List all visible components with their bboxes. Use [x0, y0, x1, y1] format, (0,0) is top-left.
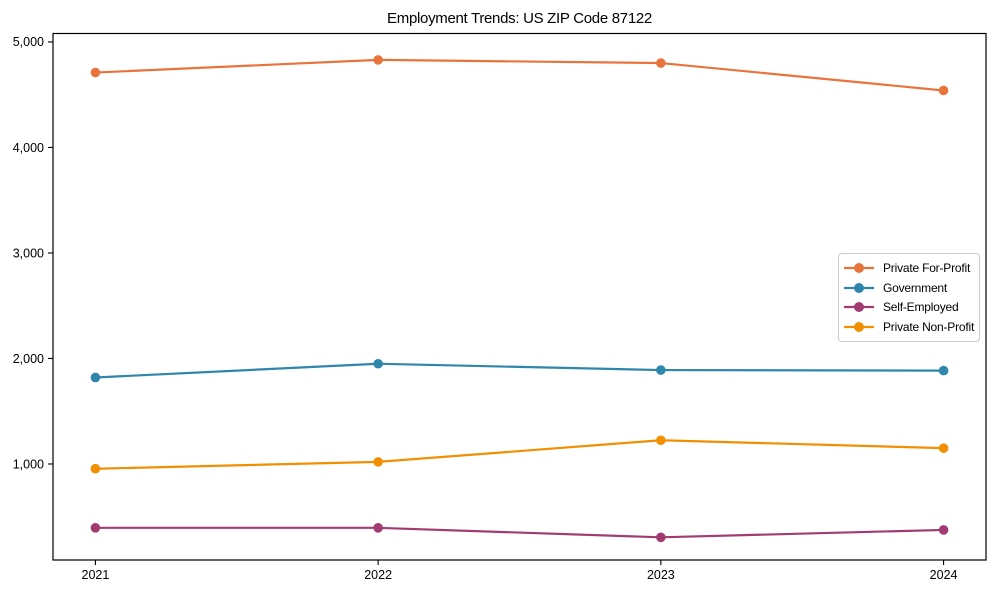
x-axis-tick-label: 2022 — [364, 568, 392, 582]
y-axis-tick-label: 2,000 — [13, 352, 44, 366]
data-point-self-employed — [90, 523, 101, 533]
data-point-private-non-profit — [373, 457, 383, 467]
line-marker-icon — [844, 322, 874, 333]
chart-legend: Private For-Profit Government Self-Emplo… — [838, 253, 980, 342]
x-axis-tick-label: 2023 — [647, 568, 675, 582]
data-point-private-for-profit — [90, 67, 101, 78]
y-axis-tick-label: 4,000 — [13, 141, 44, 155]
series-line-government — [94, 362, 945, 379]
plot-border — [52, 32, 987, 561]
data-point-government — [656, 365, 666, 375]
legend-entry-government: Government — [843, 278, 974, 298]
data-point-government — [373, 358, 383, 369]
legend-entry-private-non-profit: Private Non-Profit — [843, 317, 974, 337]
data-point-self-employed — [656, 532, 666, 543]
y-axis-tick-label: 1,000 — [13, 457, 44, 471]
legend-label: Private Non-Profit — [883, 320, 975, 335]
legend-label: Private For-Profit — [883, 260, 971, 275]
x-axis-tick-label: 2024 — [930, 568, 958, 582]
data-point-self-employed — [373, 523, 383, 533]
x-axis-tick-label: 2021 — [82, 568, 110, 582]
data-point-self-employed — [938, 525, 949, 535]
y-axis-tick-label: 3,000 — [13, 246, 44, 260]
series-line-self-employed — [94, 526, 945, 539]
legend-label: Self-Employed — [883, 300, 959, 315]
line-marker-icon — [844, 262, 874, 273]
data-point-government — [90, 372, 101, 383]
data-point-government — [938, 365, 949, 376]
chart-title: Employment Trends: US ZIP Code 87122 — [387, 10, 652, 27]
data-point-private-non-profit — [938, 443, 949, 453]
data-point-private-non-profit — [656, 435, 666, 446]
data-point-private-for-profit — [938, 85, 949, 96]
series-line-private-non-profit — [94, 439, 945, 470]
line-marker-icon — [844, 302, 874, 313]
data-point-private-for-profit — [656, 58, 666, 68]
legend-entry-self-employed: Self-Employed — [843, 298, 974, 318]
legend-entry-private-for-profit: Private For-Profit — [843, 258, 974, 278]
legend-label: Government — [883, 280, 948, 295]
y-axis-tick-label: 5,000 — [13, 35, 44, 49]
data-point-private-for-profit — [373, 55, 383, 65]
data-point-private-non-profit — [90, 463, 101, 474]
series-line-private-for-profit — [94, 58, 945, 92]
line-marker-icon — [844, 282, 874, 293]
